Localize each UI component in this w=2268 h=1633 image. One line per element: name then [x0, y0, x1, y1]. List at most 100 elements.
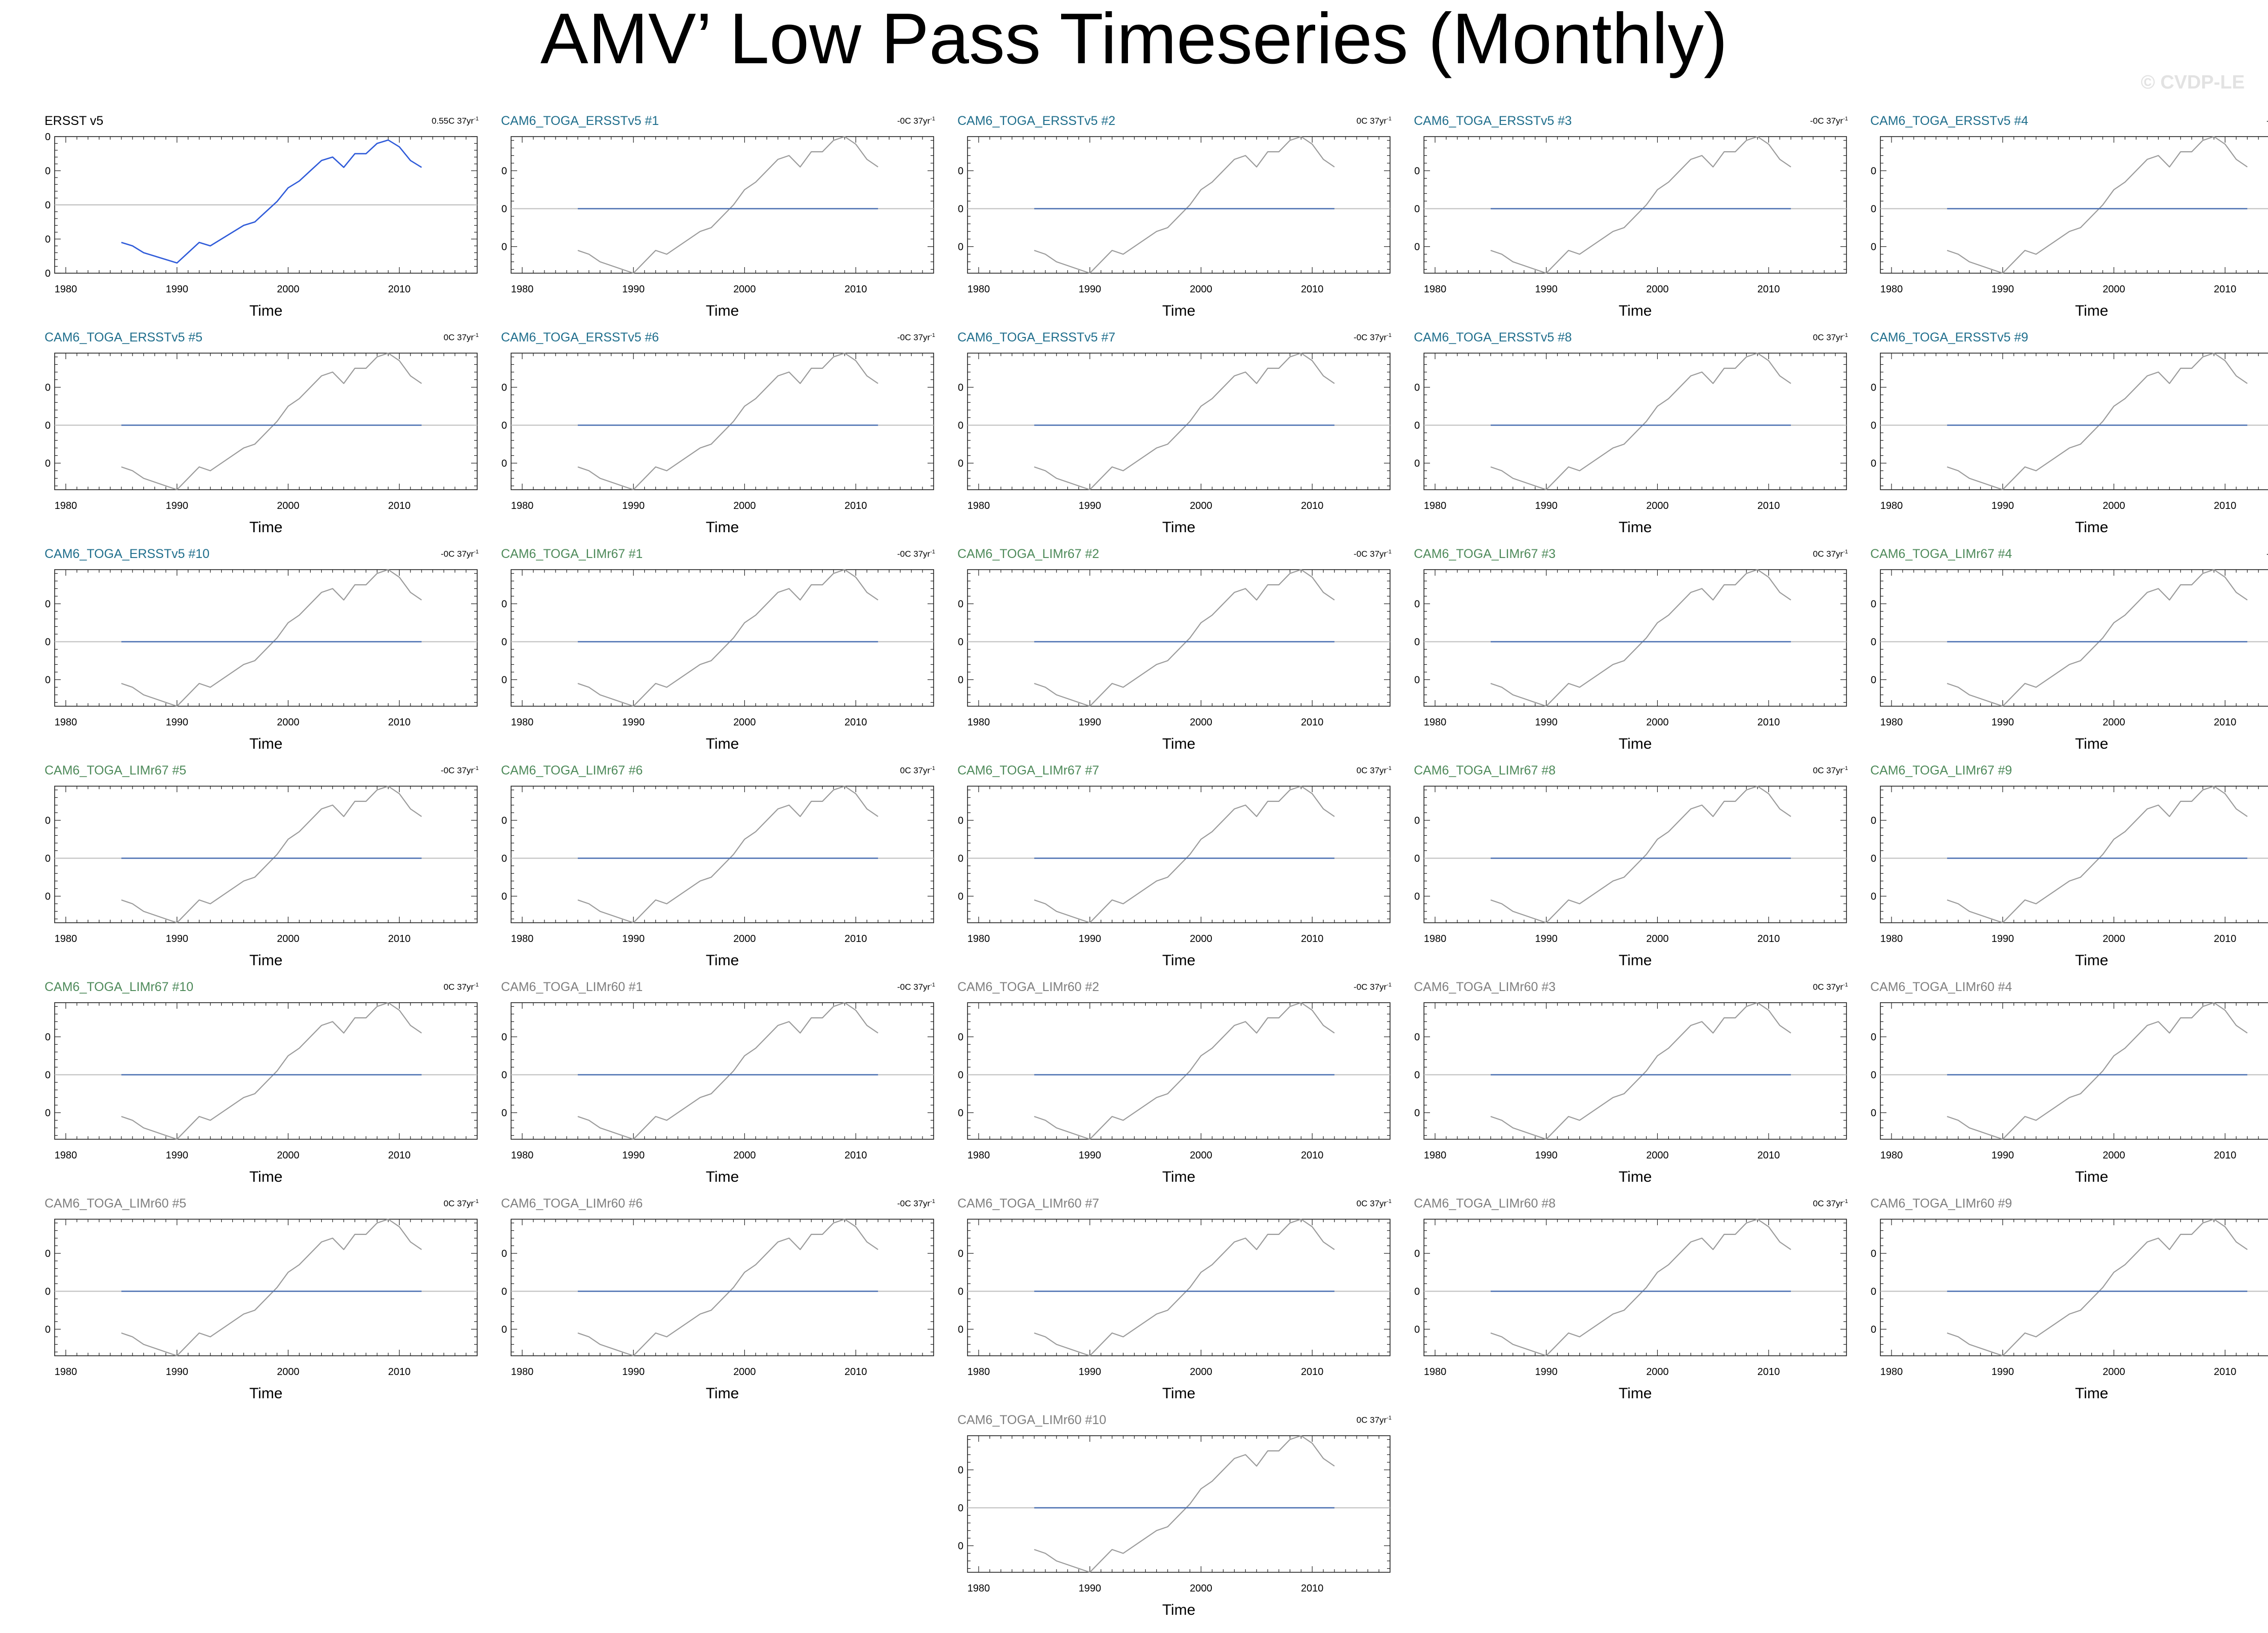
- x-tick-label: 1990: [622, 500, 645, 511]
- x-axis-title: Time: [2075, 519, 2109, 536]
- reference-line-ersst-v5: [1947, 1002, 2248, 1140]
- x-tick-label: 2010: [1301, 1366, 1324, 1378]
- trend-exponent: -1: [930, 765, 935, 771]
- chart-canvas: 1980 1990 2000 2010 0.10 0.00 -0.10 Time: [957, 1435, 1391, 1618]
- x-tick-label: 2000: [277, 1150, 300, 1161]
- x-axis-title: Time: [1162, 736, 1196, 752]
- y-tick-label: -0.10: [45, 458, 51, 469]
- x-tick-label: 1980: [968, 1150, 990, 1161]
- y-tick-label: -0.10: [1870, 458, 1876, 469]
- x-tick-label: 1990: [622, 1150, 645, 1161]
- x-tick-label: 2000: [1190, 1150, 1212, 1161]
- chart-panel: CAM6_TOGA_ERSSTv5 #2 0C 37yr-1 1980 1990 200…: [957, 114, 1413, 326]
- panel-title: CAM6_TOGA_LIMr67 #4: [1870, 547, 2012, 561]
- x-tick-label: 1990: [165, 500, 188, 511]
- y-tick-label: 0.00: [45, 420, 51, 432]
- x-tick-label: 2000: [277, 500, 300, 511]
- chart-panel: CAM6_TOGA_LIMr60 #5 0C 37yr-1 1980 1990 2000…: [45, 1196, 500, 1409]
- x-tick-label: 1990: [1535, 284, 1558, 295]
- x-tick-label: 1980: [1424, 284, 1447, 295]
- x-tick-label: 2000: [2103, 1366, 2125, 1378]
- chart-panel: CAM6_TOGA_LIMr60 #6 -0C 37yr-1 1980 1990 200…: [501, 1196, 956, 1409]
- trend-value: 0C 37: [443, 1198, 467, 1209]
- x-tick-label: 1980: [1424, 1150, 1447, 1161]
- x-tick-label: 2000: [1646, 284, 1669, 295]
- trend-label: 0C 37yr-1: [1798, 332, 1848, 343]
- chart-canvas: 1980 1990 2000 2010 0.10 0.00 -0.10 Time: [1870, 569, 2268, 752]
- chart-panel: CAM6_TOGA_ERSSTv5 #1 -0C 37yr-1 1980 1990 20…: [501, 114, 956, 326]
- y-tick-label: 0.10: [957, 1465, 963, 1476]
- x-tick-label: 1980: [511, 933, 533, 944]
- plot-frame: [54, 786, 478, 923]
- chart-canvas: 1980 1990 2000 2010 0.10 0.00 -0.10 Time: [957, 569, 1391, 752]
- chart-canvas: 1980 1990 2000 2010 0.10 0.00 -0.10 Time: [501, 569, 934, 752]
- y-tick-label: 0.10: [501, 1032, 507, 1043]
- y-tick-label: 0.10: [957, 1032, 963, 1043]
- y-tick-label: 0.10: [45, 166, 51, 177]
- trend-value: -0C 37: [1810, 116, 1836, 126]
- chart-canvas: 1980 1990 2000 2010 0.10 0.00 -0.10 Time: [1414, 1002, 1847, 1185]
- y-tick-label: 0.00: [1870, 204, 1876, 215]
- y-tick-label: 0.00: [501, 420, 507, 432]
- panel-title: CAM6_TOGA_LIMr60 #5: [45, 1196, 187, 1211]
- y-tick-label: 0.00: [45, 637, 51, 648]
- trend-value: -0C 37: [1354, 332, 1380, 342]
- trend-value: 0C 37: [1813, 1198, 1836, 1209]
- y-tick-label: 0.00: [1414, 420, 1420, 432]
- x-axis-title: Time: [706, 519, 739, 536]
- plot-frame: [1423, 136, 1847, 274]
- chart-canvas: 1980 1990 2000 2010 0.10 0.00 -0.10 Time: [45, 1002, 478, 1185]
- chart-canvas: 1980 1990 2000 2010 0.10 0.00 -0.10 Time: [1414, 352, 1847, 536]
- x-tick-label: 2000: [1190, 717, 1212, 728]
- y-tick-label: 0.10: [45, 1249, 51, 1260]
- y-tick-label: 0.00: [957, 420, 963, 432]
- x-tick-label: 1990: [1078, 284, 1101, 295]
- x-tick-label: 1990: [1535, 717, 1558, 728]
- plot-frame: [1423, 1002, 1847, 1140]
- trend-label: -0C 37yr-1: [429, 765, 479, 776]
- chart-canvas: 1980 1990 2000 2010 0.10 0.00 -0.10 Time: [45, 569, 478, 752]
- x-tick-label: 2000: [1646, 500, 1669, 511]
- y-tick-label: 0.00: [45, 200, 51, 211]
- chart-panel: CAM6_TOGA_ERSSTv5 #8 0C 37yr-1 1980 1990 200…: [1414, 330, 1869, 543]
- reference-line-ersst-v5: [577, 1218, 878, 1357]
- plot-frame: [967, 1002, 1391, 1140]
- trend-value: 0C 37: [1356, 1198, 1380, 1209]
- x-tick-label: 2000: [1190, 1583, 1212, 1594]
- y-tick-label: 0.10: [45, 599, 51, 610]
- y-tick-label: -0.10: [45, 891, 51, 903]
- plot-frame: [511, 569, 934, 707]
- x-tick-label: 1980: [968, 500, 990, 511]
- y-tick-label: 0.00: [1414, 204, 1420, 215]
- y-tick-label: 0.10: [1870, 382, 1876, 394]
- reference-line-ersst-v5: [121, 569, 422, 707]
- y-tick-label: -0.10: [501, 242, 507, 253]
- plot-frame: [967, 136, 1391, 274]
- x-tick-label: 1990: [622, 933, 645, 944]
- y-tick-label: 0.10: [957, 382, 963, 394]
- chart-panel: CAM6_TOGA_LIMr67 #3 0C 37yr-1 1980 1990 2000…: [1414, 547, 1869, 759]
- trend-unit: yr: [923, 982, 931, 992]
- chart-panel: CAM6_TOGA_LIMr67 #5 -0C 37yr-1 1980 1990 200…: [45, 763, 500, 976]
- trend-exponent: -1: [474, 1198, 479, 1205]
- plot-frame: [511, 136, 934, 274]
- y-tick-label: 0.00: [1414, 1070, 1420, 1081]
- trend-label: 0C 37yr-1: [886, 765, 935, 776]
- chart-panel: CAM6_TOGA_ERSSTv5 #3 -0C 37yr-1 1980 1990 20…: [1414, 114, 1869, 326]
- trend-unit: yr: [1836, 982, 1843, 992]
- x-tick-label: 2000: [2103, 1150, 2125, 1161]
- plot-frame: [1880, 353, 2268, 490]
- reference-line-ersst-v5: [1490, 352, 1791, 491]
- y-tick-label: 0.10: [501, 815, 507, 827]
- x-axis-title: Time: [1162, 1385, 1196, 1402]
- x-axis-title: Time: [1162, 952, 1196, 969]
- chart-panel: CAM6_TOGA_ERSSTv5 #6 -0C 37yr-1 1980 1990 20…: [501, 330, 956, 543]
- panel-title: CAM6_TOGA_ERSSTv5 #3: [1414, 114, 1572, 128]
- trend-unit: yr: [1379, 1415, 1387, 1425]
- trend-exponent: -1: [930, 549, 935, 555]
- x-tick-label: 1980: [1880, 933, 1903, 944]
- panel-title: CAM6_TOGA_LIMr67 #6: [501, 763, 643, 778]
- reference-line-ersst-v5: [121, 1218, 422, 1357]
- trend-exponent: -1: [1387, 1198, 1392, 1205]
- trend-unit: yr: [1379, 982, 1387, 992]
